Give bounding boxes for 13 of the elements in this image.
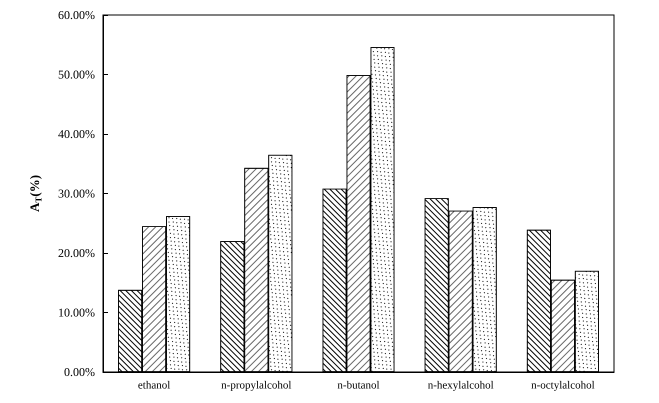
x-tick-label: n-hexylalcohol: [428, 380, 494, 392]
y-tick-label: 50.00%: [58, 68, 95, 82]
y-tick-label: 40.00%: [58, 127, 95, 141]
y-tick-label: 60.00%: [58, 8, 95, 22]
y-tick-label: 0.00%: [64, 365, 95, 379]
x-tick-label: n-propylalcohol: [221, 380, 292, 392]
x-tick-label: ethanol: [138, 380, 170, 392]
x-tick-label: n-octylalcohol: [531, 380, 595, 392]
y-tick-label: 20.00%: [58, 246, 95, 260]
y-tick-label: 10.00%: [58, 306, 95, 320]
x-tick-label: n-butanol: [337, 380, 380, 392]
y-axis-title: AT(%): [27, 174, 44, 212]
y-tick-label: 30.00%: [58, 186, 95, 200]
